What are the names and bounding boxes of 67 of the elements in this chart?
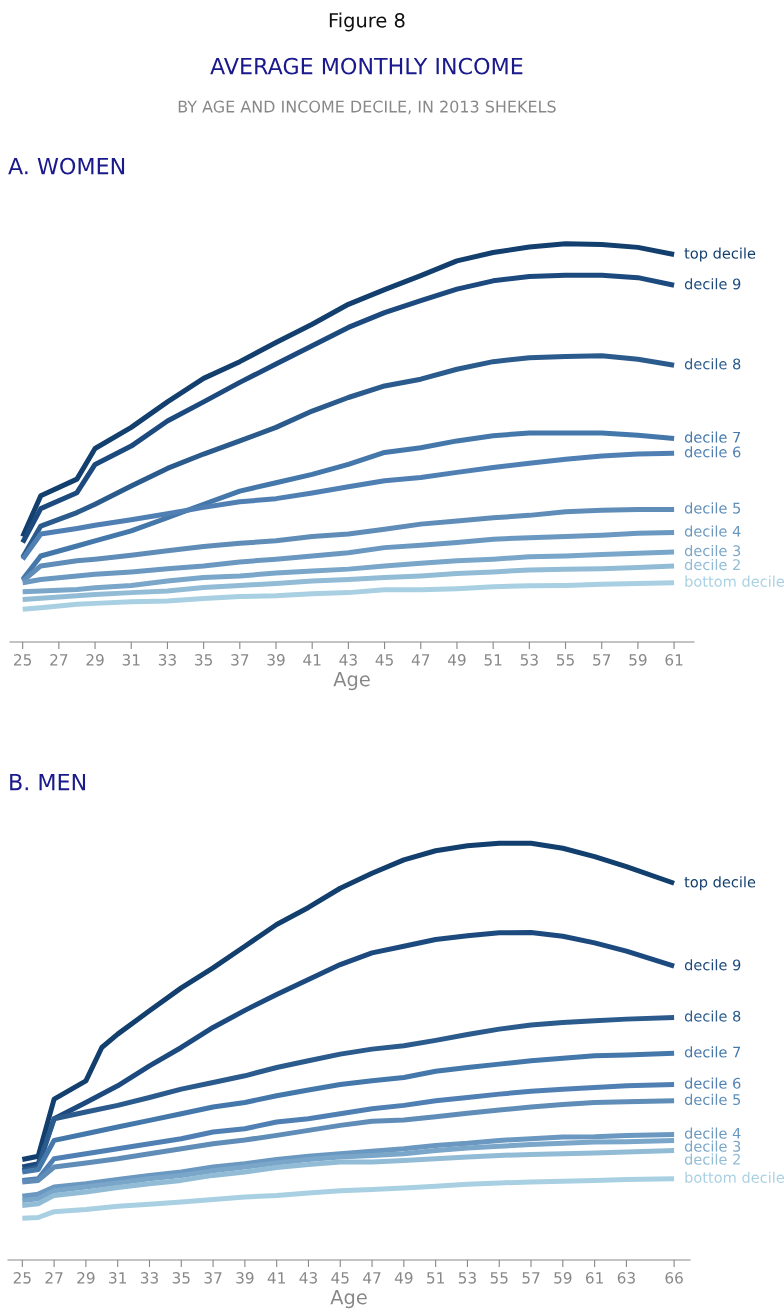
series-label: decile 9 bbox=[684, 959, 741, 971]
x-tick-label: 43 bbox=[339, 654, 357, 666]
x-tick-label: 39 bbox=[267, 654, 285, 666]
series-label: decile 4 bbox=[684, 525, 741, 537]
series-label: decile 2 bbox=[684, 558, 740, 571]
x-tick-label: 55 bbox=[490, 1272, 508, 1284]
x-tick-label: 49 bbox=[394, 1272, 413, 1284]
x-tick-label: 37 bbox=[231, 654, 249, 666]
x-tick-label: 59 bbox=[554, 1272, 572, 1284]
caption: Figure 8 bbox=[329, 12, 405, 32]
series-label: decile 5 bbox=[684, 502, 741, 514]
x-tick-label: 59 bbox=[629, 654, 647, 666]
series-label: decile 4 bbox=[684, 1127, 741, 1139]
x-tick-label: 47 bbox=[411, 654, 430, 666]
x-tick-label: 57 bbox=[522, 1272, 540, 1284]
x-tick-label: 31 bbox=[109, 1272, 126, 1284]
series-label: bottom decile bbox=[685, 1171, 784, 1183]
x-tick-label: 29 bbox=[77, 1272, 95, 1284]
series-label: decile 7 bbox=[684, 1046, 741, 1058]
series-label: decile 2 bbox=[684, 1153, 740, 1165]
x-tick-label: 49 bbox=[447, 654, 466, 666]
x-tick-label: 33 bbox=[158, 654, 176, 666]
x-tick-label: 63 bbox=[617, 1272, 635, 1284]
series-label: bottom decile bbox=[685, 575, 784, 587]
series-label: decile 5 bbox=[684, 1093, 741, 1106]
series-label: decile 6 bbox=[684, 1077, 741, 1089]
x-tick-label: 66 bbox=[665, 1272, 683, 1284]
x-tick-label: 53 bbox=[458, 1272, 476, 1284]
x-tick-label: 55 bbox=[556, 654, 574, 666]
series-label: decile 8 bbox=[684, 1010, 741, 1022]
x-tick-label: 41 bbox=[267, 1272, 285, 1284]
x-tick-label: 37 bbox=[204, 1272, 222, 1284]
x-tick-label: 51 bbox=[484, 654, 502, 666]
x-tick-label: 39 bbox=[236, 1272, 254, 1284]
x-tick-label: 51 bbox=[427, 1272, 444, 1284]
x-tick-label: 53 bbox=[520, 654, 538, 666]
x-tick-label: 41 bbox=[303, 654, 321, 666]
x-tick-label: 45 bbox=[375, 654, 393, 666]
text: AVERAGE MONTHLY INCOME bbox=[210, 57, 523, 75]
x-axis-title: Age bbox=[333, 671, 370, 691]
chart-title: B. MEN bbox=[10, 773, 86, 791]
x-tick-label: 33 bbox=[140, 1272, 158, 1284]
series-label: decile 3 bbox=[684, 1140, 741, 1152]
x-tick-label: 57 bbox=[593, 654, 611, 666]
x-tick-label: 43 bbox=[299, 1272, 317, 1284]
x-tick-label: 35 bbox=[172, 1272, 190, 1284]
chart-title: A. WOMEN bbox=[8, 157, 125, 175]
x-tick-label: 25 bbox=[14, 654, 32, 666]
text: BY AGE AND INCOME DECILE, IN 2013 SHEKELS bbox=[178, 100, 556, 115]
x-tick-label: 27 bbox=[50, 654, 68, 666]
x-tick-label: 61 bbox=[665, 654, 683, 666]
series-label: top decile bbox=[684, 247, 756, 262]
series-label: decile 8 bbox=[684, 358, 741, 370]
x-tick-label: 27 bbox=[45, 1272, 63, 1284]
series-label: decile 3 bbox=[684, 544, 741, 557]
x-tick-label: 61 bbox=[585, 1272, 603, 1284]
series-label: decile 7 bbox=[684, 431, 741, 443]
x-tick-label: 31 bbox=[122, 654, 140, 666]
series-label: decile 9 bbox=[684, 278, 741, 290]
series-label: decile 6 bbox=[684, 446, 741, 458]
x-tick-label: 45 bbox=[331, 1272, 349, 1284]
x-tick-label: 47 bbox=[363, 1272, 381, 1284]
x-tick-label: 29 bbox=[86, 654, 104, 666]
x-axis-title: Age bbox=[330, 1289, 367, 1309]
x-tick-label: 25 bbox=[13, 1272, 31, 1284]
series-label: top decile bbox=[684, 876, 756, 891]
x-tick-label: 35 bbox=[195, 654, 212, 666]
